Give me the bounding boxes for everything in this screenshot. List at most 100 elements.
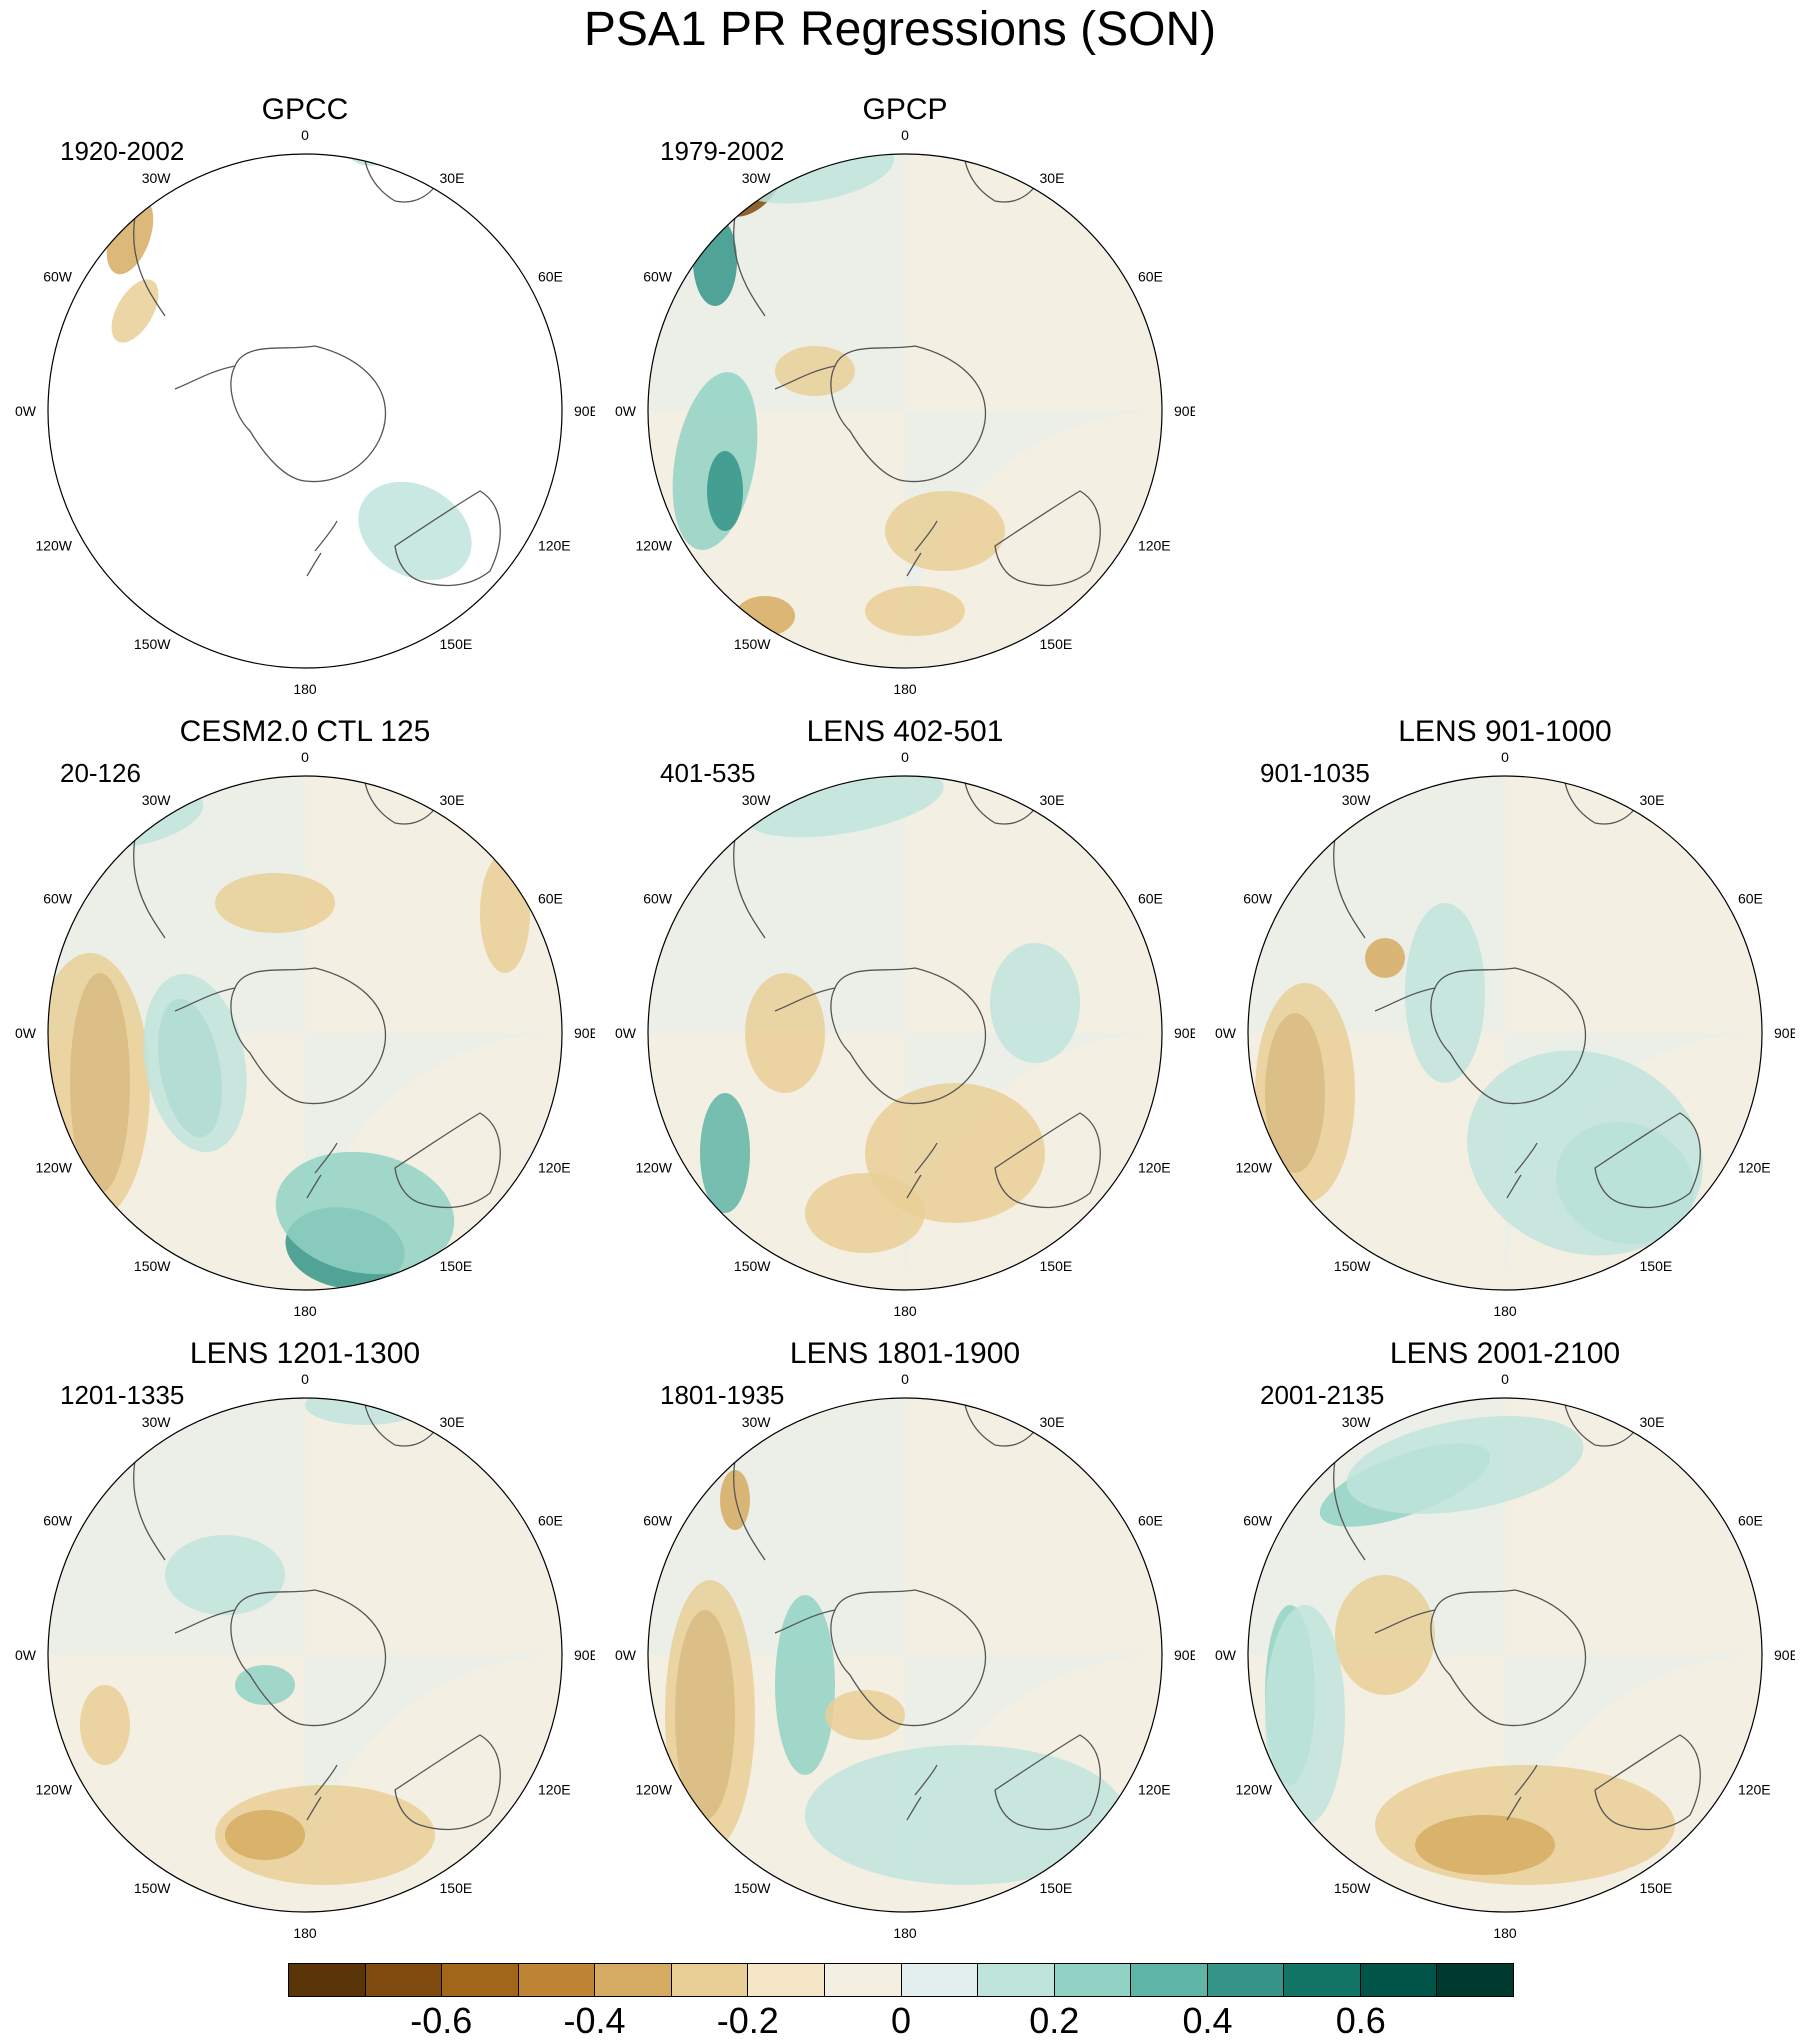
longitude-label: 90E — [1174, 1025, 1195, 1041]
field-contour — [735, 596, 795, 636]
longitude-label: 60W — [43, 891, 73, 907]
longitude-label: 90W — [615, 1025, 637, 1041]
map-border — [47, 153, 563, 669]
longitude-label: 120W — [635, 1782, 672, 1798]
colorbar-box — [748, 1964, 825, 1996]
longitude-label: 30E — [440, 170, 465, 186]
panel-title: GPCP — [862, 93, 948, 126]
field-layer — [648, 154, 1162, 668]
longitude-label: 60W — [643, 891, 673, 907]
polar-map: 0 30E 60E 90E 120E 150E 180 150W 120W 90W 60W 30W — [15, 1371, 595, 1941]
figure-title: PSA1 PR Regressions (SON) — [583, 3, 1217, 56]
longitude-label: 120E — [1738, 1782, 1771, 1798]
field-contour — [235, 1665, 295, 1705]
longitude-label: 30W — [742, 1414, 772, 1430]
longitude-label: 150W — [734, 636, 771, 652]
longitude-label: 150W — [734, 1880, 771, 1896]
period-label: 1979-2002 — [660, 136, 785, 166]
field-contour — [1265, 1605, 1345, 1825]
longitude-label: 90E — [1174, 1647, 1195, 1663]
longitude-label: 120E — [1738, 1160, 1771, 1176]
longitude-label: 0 — [901, 1371, 909, 1387]
longitude-label: 90E — [574, 1647, 595, 1663]
longitude-label: 120W — [1235, 1782, 1272, 1798]
longitude-label: 60W — [43, 269, 73, 285]
longitude-label: 150W — [734, 1258, 771, 1274]
longitude-label: 60W — [1243, 891, 1273, 907]
longitude-label: 120E — [538, 538, 571, 554]
coastlines — [48, 154, 501, 587]
field-layer — [1248, 1398, 1762, 1912]
longitude-label: 90E — [574, 403, 595, 419]
longitude-label: 60W — [643, 269, 673, 285]
longitude-label: 150E — [1640, 1258, 1673, 1274]
longitude-label: 30W — [142, 170, 172, 186]
colorbar: -0.6 -0.4 -0.2 0 0.2 0.4 0.6 — [288, 1963, 1514, 2042]
longitude-label: 90E — [1774, 1025, 1795, 1041]
field-contour — [693, 216, 737, 306]
field-layer — [1248, 776, 1762, 1290]
panel-gpcp: GPCP 1979-2002 0 30E 60E 90E 120E 150E 180 150W… — [615, 92, 1195, 712]
field-contour — [1467, 1050, 1703, 1256]
longitude-label: 150W — [134, 1258, 171, 1274]
colorbar-box — [595, 1964, 672, 1996]
field-contour — [1335, 1575, 1435, 1695]
colorbar-box — [671, 1964, 749, 1996]
panel-title: LENS 1801-1900 — [789, 1337, 1021, 1370]
field-contour — [225, 1810, 305, 1860]
longitude-label: 60E — [1738, 1513, 1763, 1529]
longitude-label: 120W — [35, 538, 72, 554]
longitude-label: 0 — [301, 1371, 309, 1387]
colorbar-box — [1284, 1964, 1361, 1996]
colorbar-tick-label: 0 — [890, 2000, 912, 2041]
colorbar-tick-label: 0.2 — [1029, 2000, 1080, 2041]
field-contour — [1255, 983, 1355, 1203]
field-contour — [1405, 903, 1485, 1083]
colorbar-box — [901, 1964, 979, 1996]
longitude-label: 30W — [142, 1414, 172, 1430]
longitude-label: 60E — [1138, 1513, 1163, 1529]
period-label: 1201-1335 — [60, 1380, 185, 1410]
longitude-label: 30E — [440, 1414, 465, 1430]
longitude-label: 30E — [440, 792, 465, 808]
longitude-label: 30W — [742, 792, 772, 808]
longitude-label: 30E — [1040, 1414, 1065, 1430]
longitude-label: 60W — [43, 1513, 73, 1529]
longitude-label: 60E — [538, 1513, 563, 1529]
longitude-label: 60E — [1738, 891, 1763, 907]
panel-title: CESM2.0 CTL 125 — [179, 715, 431, 748]
field-contour — [143, 973, 247, 1153]
longitude-label: 90W — [615, 403, 637, 419]
period-label: 1920-2002 — [60, 136, 185, 166]
field-contour — [990, 943, 1080, 1063]
panel-title: LENS 2001-2100 — [1389, 1337, 1621, 1370]
field-contour — [665, 1580, 755, 1850]
longitude-label: 90W — [15, 1025, 37, 1041]
longitude-label: 120W — [1235, 1160, 1272, 1176]
longitude-label: 30W — [742, 170, 772, 186]
panel-title: GPCC — [261, 93, 349, 126]
longitude-label: 0 — [301, 749, 309, 765]
field-layer — [48, 1398, 562, 1912]
longitude-label: 150W — [1334, 1880, 1371, 1896]
field-layer — [648, 1398, 1162, 1912]
period-label: 401-535 — [660, 758, 756, 788]
longitude-label: 120E — [1138, 1160, 1171, 1176]
longitude-label: 60E — [538, 269, 563, 285]
period-label: 20-126 — [60, 758, 141, 788]
longitude-label: 30W — [1342, 1414, 1372, 1430]
field-layer — [48, 154, 562, 668]
period-label: 901-1035 — [1260, 758, 1370, 788]
polar-map: 0 30E 60E 90E 120E 150E 180 150W 120W 90W 60W 30W — [1215, 1371, 1795, 1941]
colorbar-box — [824, 1964, 902, 1996]
field-contour — [1365, 938, 1405, 978]
longitude-label: 180 — [893, 681, 917, 697]
panel-title: LENS 402-501 — [806, 715, 1004, 748]
map-border — [1247, 1397, 1763, 1913]
longitude-label: 60W — [1243, 1513, 1273, 1529]
period-label: 1801-1935 — [660, 1380, 785, 1410]
longitude-label: 30E — [1040, 792, 1065, 808]
field-contour — [805, 1745, 1125, 1885]
panel-lens1801: LENS 1801-1900 1801-1935 0 30E 60E 90E 120E 1… — [615, 1336, 1195, 1956]
longitude-label: 150E — [1040, 1880, 1073, 1896]
